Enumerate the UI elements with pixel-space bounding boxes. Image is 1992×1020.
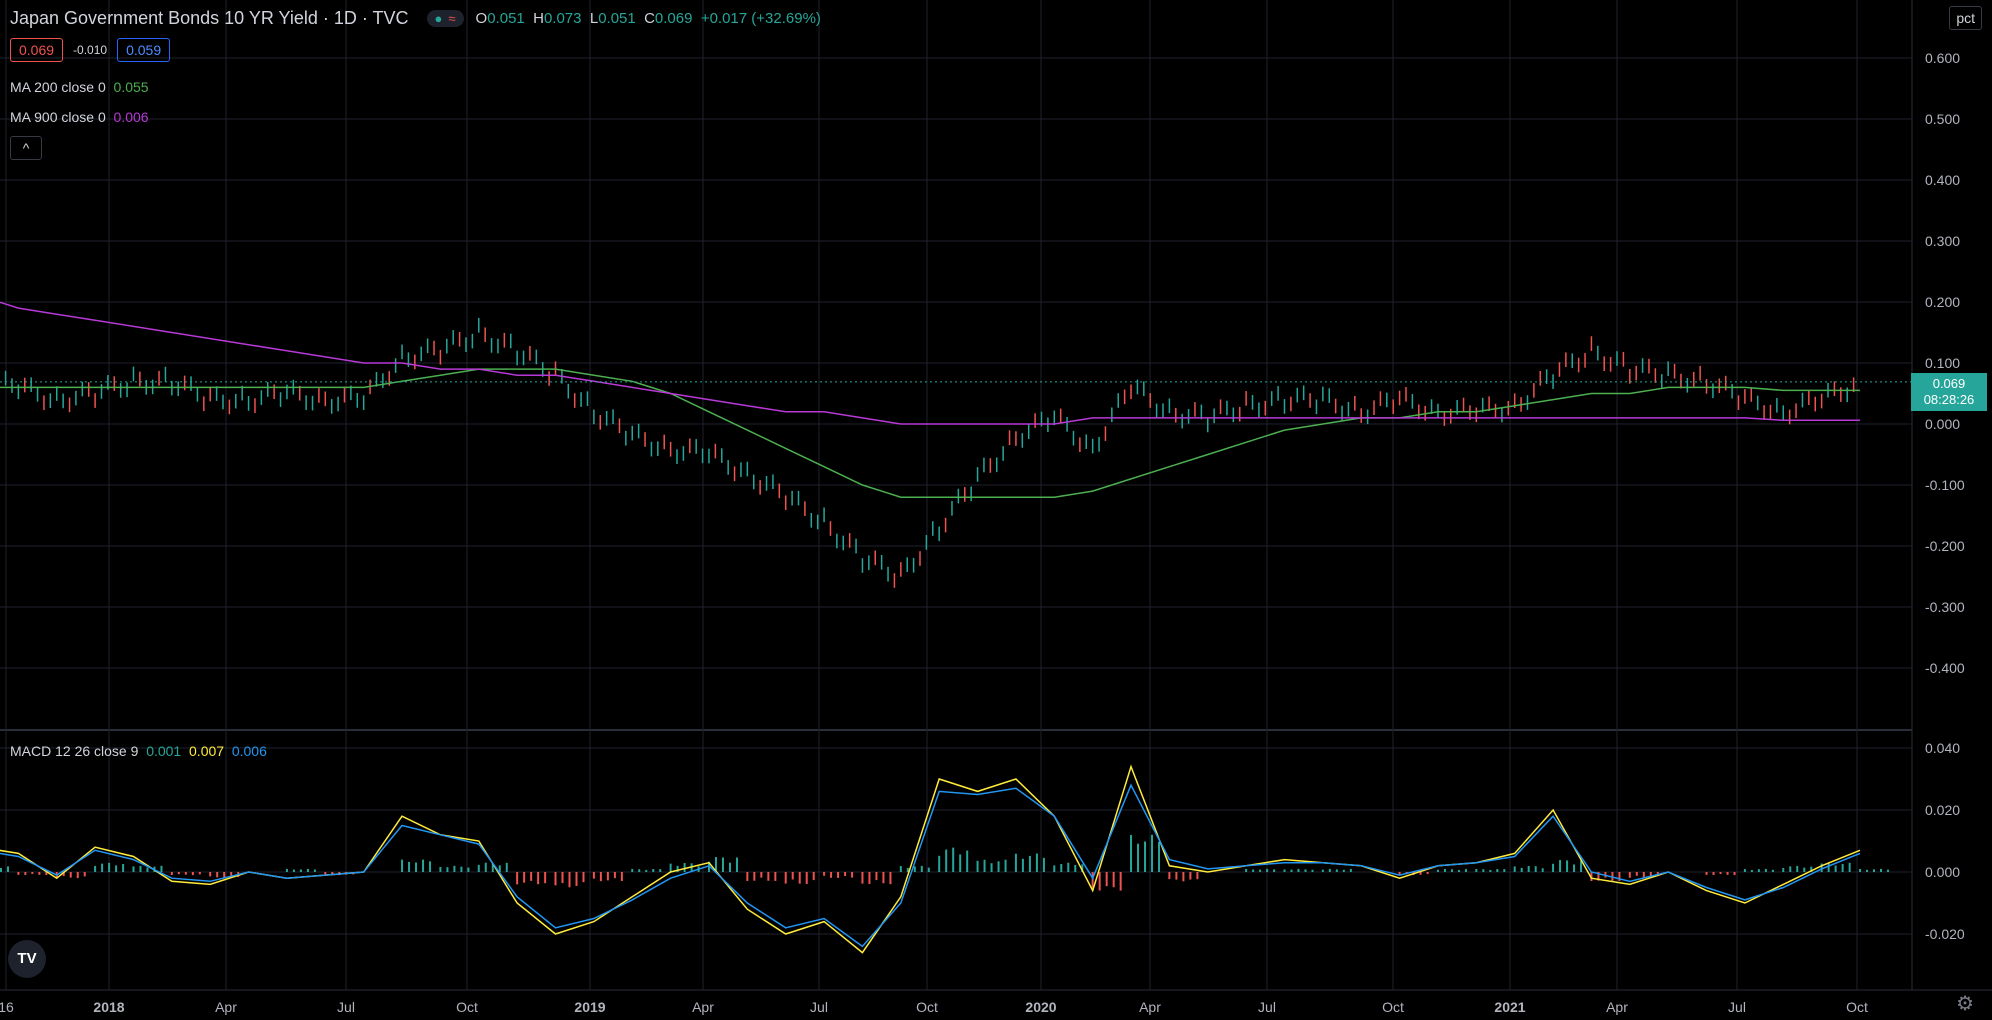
macd-tick-label: 0.000 [1925, 864, 1960, 880]
macd-tick-label: 0.020 [1925, 802, 1960, 818]
bar-countdown: 08:28:26 [1923, 392, 1975, 407]
live-dot-icon: ● [434, 11, 443, 26]
price-axis[interactable]: 0.600 0.500 0.400 0.300 0.200 0.100 0.000 -0.10… [1925, 50, 1965, 676]
time-tick-label: Oct [456, 999, 478, 1015]
macd-axis[interactable]: 0.040 0.020 0.000 -0.020 [1925, 740, 1965, 942]
grid-lines [0, 0, 1992, 991]
collapse-legend-button[interactable]: ^ [10, 136, 42, 160]
time-tick-label: Apr [1139, 999, 1161, 1015]
ma900-value: 0.006 [113, 109, 149, 125]
ma200-legend[interactable]: MA 200 close 0 0.055 [10, 79, 149, 95]
macd-label: MACD 12 26 close 9 [10, 743, 139, 759]
symbol-legend: Japan Government Bonds 10 YR Yield · 1D … [10, 8, 821, 29]
macd-hist-value: 0.001 [146, 743, 182, 759]
last-price: 0.069 [1932, 376, 1966, 391]
time-tick-label: Oct [1382, 999, 1404, 1015]
wave-icon: ≈ [448, 11, 456, 26]
price-tick-label: -0.200 [1925, 538, 1965, 554]
price-tick-label: 0.300 [1925, 233, 1960, 249]
macd-value: 0.007 [189, 743, 225, 759]
ask-price[interactable]: 0.059 [117, 38, 171, 62]
macd-legend[interactable]: MACD 12 26 close 9 0.001 0.007 0.006 [10, 743, 267, 759]
price-tick-label: 0.600 [1925, 50, 1960, 66]
bid-price[interactable]: 0.069 [10, 38, 64, 62]
last-price-tag: 0.069 08:28:26 [1911, 373, 1987, 411]
price-tick-label: 0.200 [1925, 294, 1960, 310]
time-tick-label: 2018 [93, 999, 124, 1015]
price-tick-label: -0.100 [1925, 477, 1965, 493]
time-tick-label: Jul [1728, 999, 1746, 1015]
market-status[interactable]: ● ≈ [426, 10, 464, 27]
macd-tick-label: 0.040 [1925, 740, 1960, 756]
ma900-label: MA 900 close 0 [10, 109, 106, 125]
time-tick-label: Oct [916, 999, 938, 1015]
ma200-line [0, 368, 1860, 498]
time-tick-label: Apr [215, 999, 237, 1015]
price-tick-label: 0.100 [1925, 355, 1960, 371]
price-tick-label: 0.500 [1925, 111, 1960, 127]
symbol-title[interactable]: Japan Government Bonds 10 YR Yield · 1D … [10, 8, 409, 28]
ma200-label: MA 200 close 0 [10, 79, 106, 95]
ma900-line [0, 301, 1860, 425]
time-axis[interactable]: 16 2018 Apr Jul Oct 2019 Apr Jul Oct 2020 Apr Jul Oc… [0, 999, 1868, 1015]
macd-tick-label: -0.020 [1925, 926, 1965, 942]
macd-signal-value: 0.006 [231, 743, 267, 759]
tradingview-logo[interactable]: TV [8, 940, 46, 978]
percent-scale-button[interactable]: pct [1949, 6, 1982, 30]
price-tick-label: -0.400 [1925, 660, 1965, 676]
macd-pane[interactable] [0, 764, 1889, 954]
ma900-legend[interactable]: MA 900 close 0 0.006 [10, 109, 149, 125]
time-tick-label: 2020 [1025, 999, 1056, 1015]
spread: -0.010 [73, 43, 108, 57]
time-tick-label: 2021 [1494, 999, 1525, 1015]
signal-line [0, 783, 1861, 948]
time-tick-label: 2019 [574, 999, 605, 1015]
bid-ask: 0.069 -0.010 0.059 [10, 38, 171, 62]
time-tick-label: Apr [692, 999, 714, 1015]
macd-line [0, 764, 1861, 954]
time-tick-label: Jul [1258, 999, 1276, 1015]
ma200-value: 0.055 [113, 79, 149, 95]
time-tick-label: 16 [0, 999, 14, 1015]
price-pane[interactable] [0, 296, 1912, 588]
time-tick-label: Jul [810, 999, 828, 1015]
time-tick-label: Oct [1846, 999, 1868, 1015]
gear-icon[interactable]: ⚙ [1956, 993, 1974, 1015]
price-tick-label: 0.400 [1925, 172, 1960, 188]
time-tick-label: Apr [1606, 999, 1628, 1015]
price-tick-label: 0.000 [1925, 416, 1960, 432]
price-change: +0.017 (+32.69%) [700, 10, 821, 27]
price-tick-label: -0.300 [1925, 599, 1965, 615]
time-tick-label: Jul [337, 999, 355, 1015]
ohlc-values: O0.051 H0.073 L0.051 C0.069 +0.017 (+32.… [475, 10, 821, 27]
